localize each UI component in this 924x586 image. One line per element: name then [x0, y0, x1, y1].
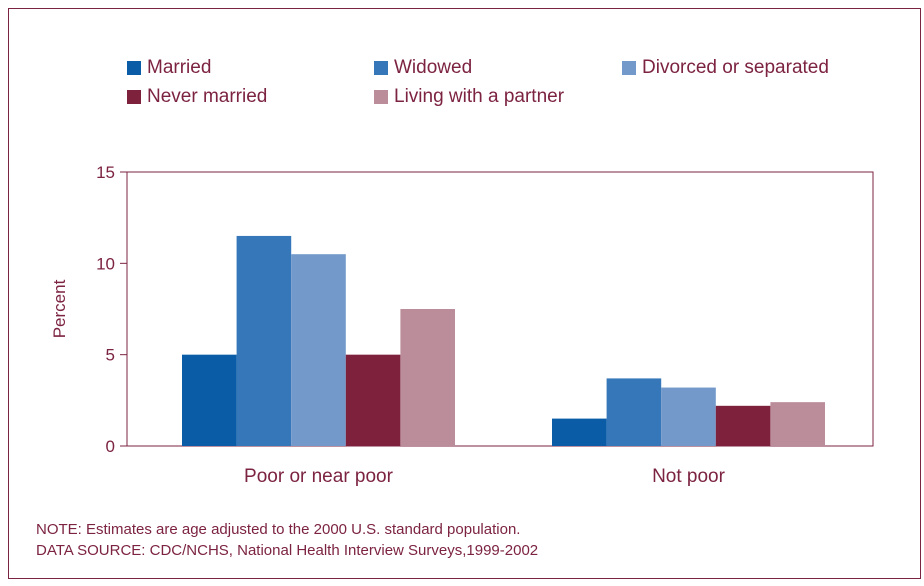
- legend-item-divorced-or-separated: Divorced or separated: [622, 57, 829, 79]
- y-tick-label: 10: [96, 254, 115, 273]
- bar-never-married-1: [715, 405, 771, 446]
- bar-never-married-0: [345, 354, 401, 446]
- legend-item-widowed: Widowed: [374, 57, 472, 79]
- legend-item-married: Married: [127, 57, 211, 79]
- legend-label: Never married: [147, 86, 268, 107]
- y-tick-label: 5: [106, 346, 115, 365]
- chart-frame: [8, 8, 921, 579]
- bar-married-1: [552, 418, 607, 446]
- note-text: NOTE: Estimates are age adjusted to the …: [36, 521, 521, 538]
- y-axis-label: Percent: [50, 279, 69, 338]
- x-category-label: Poor or near poor: [244, 466, 394, 487]
- y-tick-label: 15: [96, 163, 115, 182]
- legend-swatch: [127, 61, 141, 75]
- legend-label: Divorced or separated: [642, 57, 829, 78]
- legend-item-never-married: Never married: [127, 86, 267, 108]
- bar-divorced-or-separated-0: [291, 254, 346, 446]
- x-category-label: Not poor: [652, 466, 726, 487]
- y-tick-label: 0: [106, 437, 115, 456]
- plot-area: [126, 171, 874, 447]
- bar-widowed-1: [606, 378, 662, 446]
- legend-swatch: [374, 90, 388, 104]
- source-text: DATA SOURCE: CDC/NCHS, National Health I…: [36, 542, 539, 559]
- legend-label: Married: [147, 57, 212, 78]
- legend-label: Widowed: [394, 57, 473, 78]
- bar-married-0: [182, 354, 237, 446]
- legend-swatch: [374, 61, 388, 75]
- bar-widowed-0: [236, 235, 292, 446]
- legend-item-living-with-a-partner: Living with a partner: [374, 86, 564, 108]
- legend-swatch: [622, 61, 636, 75]
- bar-divorced-or-separated-1: [661, 387, 716, 446]
- legend-label: Living with a partner: [394, 86, 565, 107]
- bar-living-with-a-partner-1: [770, 402, 825, 446]
- legend-swatch: [127, 90, 141, 104]
- bar-living-with-a-partner-0: [400, 309, 455, 446]
